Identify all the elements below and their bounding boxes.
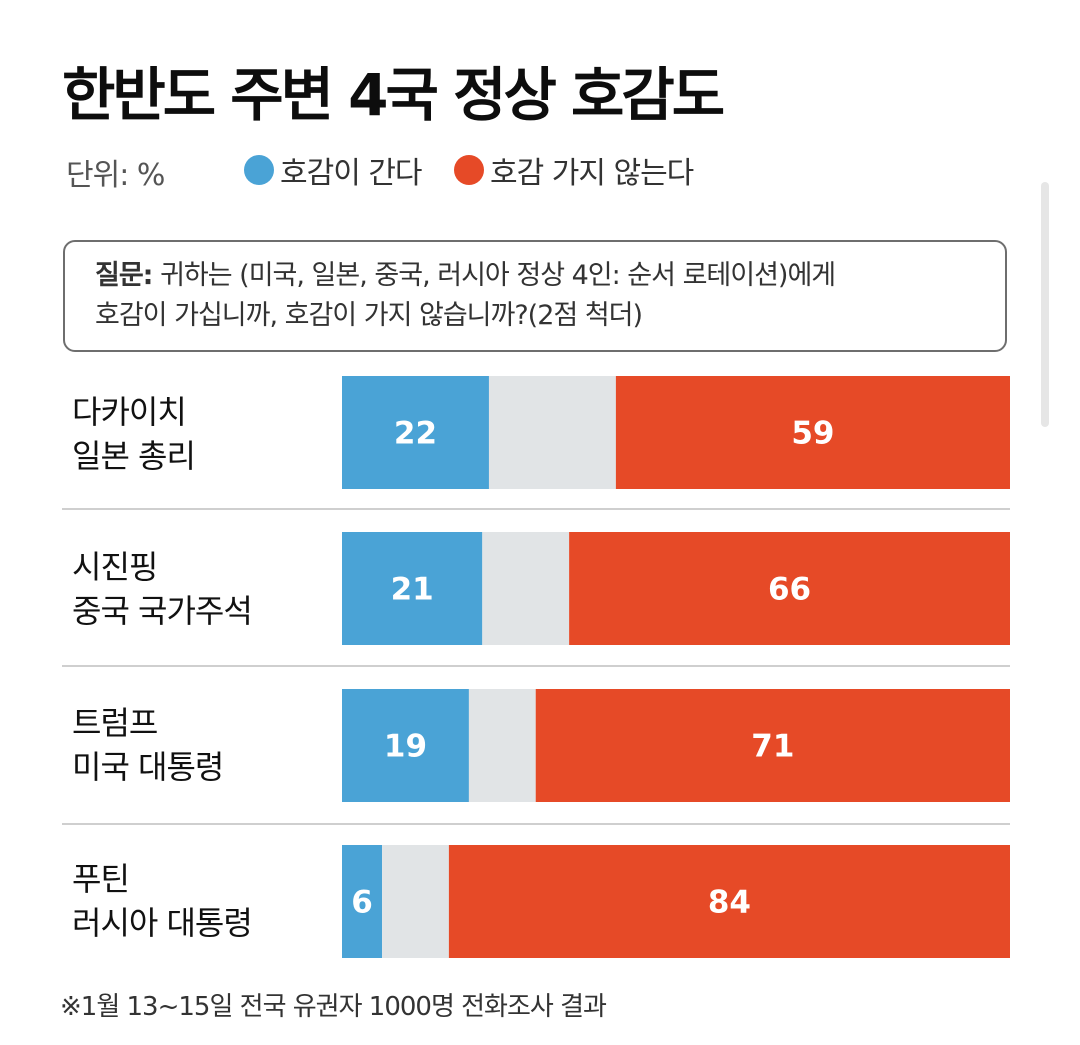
leader-title: 러시아 대통령 (72, 904, 253, 942)
question-line-1: 질문: 귀하는 (미국, 일본, 중국, 러시아 정상 4인: 순서 로테이션)… (95, 256, 975, 296)
footnote: ※1월 13~15일 전국 유권자 1000명 전화조사 결과 (60, 992, 607, 1022)
scrollbar[interactable] (1041, 182, 1049, 427)
bar-favorable (342, 532, 483, 645)
data-label-unfavorable: 84 (708, 885, 751, 921)
legend-item-unfavorable: 호감 가지 않는다 (454, 148, 694, 192)
leader-title: 미국 대통령 (72, 748, 224, 786)
row-divider (62, 665, 1010, 667)
data-label-unfavorable: 59 (791, 416, 834, 452)
chart-title: 한반도 주변 4국 정상 호감도 (62, 61, 725, 129)
bar-neutral (382, 845, 449, 958)
bar-neutral (488, 376, 616, 489)
legend-swatch-unfavorable (454, 155, 484, 185)
question-text-2: 호감이 가십니까, 호감이 가지 않습니까?(2점 척더) (95, 300, 643, 331)
bar-unfavorable (535, 689, 1010, 802)
bar-neutral (468, 689, 536, 802)
row-divider (62, 508, 1010, 510)
leader-title: 중국 국가주석 (72, 592, 253, 630)
legend-swatch-favorable (244, 155, 274, 185)
leader-name: 푸틴 (72, 860, 130, 898)
data-label-favorable: 22 (394, 416, 437, 452)
leader-title: 일본 총리 (72, 437, 196, 475)
bar-unfavorable (569, 532, 1010, 645)
bar-favorable (342, 376, 489, 489)
data-label-unfavorable: 71 (751, 729, 794, 765)
survey-question-box: 질문: 귀하는 (미국, 일본, 중국, 러시아 정상 4인: 순서 로테이션)… (63, 240, 1007, 352)
bar-neutral (482, 532, 570, 645)
question-label: 질문: (95, 260, 153, 291)
bar-favorable (342, 845, 383, 958)
row-label-takaichi: 다카이치 일본 총리 (72, 390, 196, 478)
row-label-trump: 트럼프 미국 대통령 (72, 701, 224, 789)
row-label-xi: 시진핑 중국 국가주석 (72, 545, 253, 633)
data-label-favorable: 6 (351, 885, 373, 921)
bar-unfavorable (615, 376, 1010, 489)
data-label-favorable: 21 (391, 572, 434, 608)
data-label-favorable: 19 (384, 729, 427, 765)
leader-name: 시진핑 (72, 548, 158, 586)
data-label-unfavorable: 66 (768, 572, 811, 608)
row-divider (62, 823, 1010, 825)
question-text-1: 귀하는 (미국, 일본, 중국, 러시아 정상 4인: 순서 로테이션)에게 (160, 260, 836, 291)
row-label-putin: 푸틴 러시아 대통령 (72, 857, 253, 945)
bar-unfavorable (448, 845, 1010, 958)
leader-name: 트럼프 (72, 704, 158, 742)
unit-label: 단위: % (66, 158, 165, 193)
bar-favorable (342, 689, 469, 802)
legend-label-unfavorable: 호감 가지 않는다 (490, 156, 694, 191)
legend-item-favorable: 호감이 간다 (244, 148, 423, 192)
leader-name: 다카이치 (72, 393, 187, 431)
legend-label-favorable: 호감이 간다 (280, 156, 423, 191)
